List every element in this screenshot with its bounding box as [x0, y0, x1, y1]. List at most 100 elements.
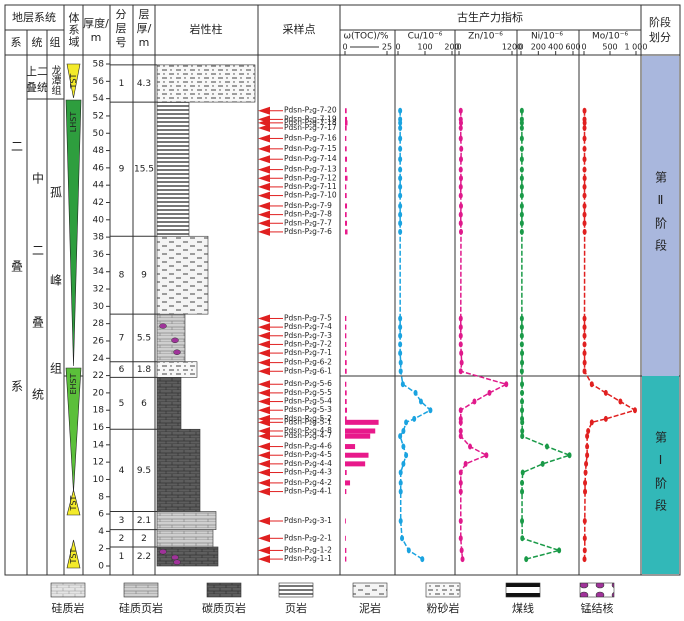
indicator-point [582, 556, 587, 563]
toc-bar [345, 368, 347, 374]
indicator-point [398, 183, 403, 190]
indicator-point [398, 119, 403, 126]
indicator-name: Cu/10⁻⁶ [408, 32, 443, 42]
indicator-point [398, 359, 403, 366]
indicator-point [519, 107, 524, 114]
indicator-point [519, 125, 524, 132]
indicator-point [589, 381, 594, 388]
lithology-bed [156, 64, 256, 103]
sample-marker [258, 380, 270, 389]
indicator-point [398, 166, 403, 173]
toc-bar [345, 193, 347, 199]
sample-label: Pdsn-P₂g-7-17 [284, 123, 337, 132]
sample-marker [258, 442, 270, 451]
legend-swatch [50, 582, 86, 598]
indicator-point [520, 389, 525, 396]
sample-label: Pdsn-P₂g-7-16 [284, 133, 337, 142]
indicator-point [557, 547, 562, 554]
indicator-tick-label: 0 [456, 43, 461, 52]
toc-bar [345, 341, 347, 347]
indicator-point [458, 107, 463, 114]
indicator-point [520, 479, 525, 486]
strata-labels: 二叠系 上二 叠统 中二叠统 龙潭组 孤峰组 [10, 64, 63, 500]
indicator-point [398, 479, 403, 486]
sample-label: Pdsn-P₂g-6-2 [284, 358, 332, 367]
series-upper: 叠统 [26, 81, 48, 94]
sample-label: Pdsn-P₂g-7-13 [284, 165, 337, 174]
indicator-tick-label: 500 [602, 43, 617, 52]
depth-tick-label: 42 [93, 198, 104, 208]
indicator-point [519, 202, 524, 209]
sample-marker [258, 219, 270, 228]
indicator-point [458, 427, 463, 434]
sample-label: Pdsn-P₂g-7-3 [284, 331, 332, 340]
toc-bar [345, 324, 347, 330]
legend-swatch [278, 582, 314, 598]
toc-bar [345, 390, 347, 396]
indicator-point [398, 107, 403, 114]
indicator-point [458, 228, 463, 235]
header-tract: 体系域 [67, 11, 80, 48]
toc-bar [345, 535, 346, 541]
lithology-bed [156, 235, 209, 315]
indicator-tick-label: 0 [342, 43, 347, 52]
sample-label: Pdsn-P₂g-4-1 [284, 487, 332, 496]
indicator-point [586, 427, 591, 434]
indicator-point [458, 156, 463, 163]
indicator-point [618, 398, 623, 405]
toc-bar [345, 175, 348, 181]
sample-label: Pdsn-P₂g-7-9 [284, 201, 332, 210]
sample-marker [258, 165, 270, 174]
sample-label: Pdsn-P₂g-4-6 [284, 442, 332, 451]
indicator-point [582, 119, 587, 126]
sample-label: Pdsn-P₂g-7-19 [284, 114, 337, 123]
system-label: 二叠系 [10, 140, 24, 500]
indicator-point [458, 479, 463, 486]
systems-tract-shapes [65, 63, 82, 569]
indicator-point [567, 452, 572, 459]
toc-bar [345, 125, 347, 131]
legend-swatch [579, 582, 615, 598]
sample-label: Pdsn-P₂g-5-5 [284, 388, 332, 397]
indicator-point [398, 368, 403, 375]
sample-label: Pdsn-P₂g-7-6 [284, 227, 332, 236]
depth-tick-label: 18 [93, 406, 105, 416]
indicator-point [582, 368, 587, 375]
indicator-point [458, 332, 463, 339]
sample-label: Pdsn-P₂g-7-2 [284, 339, 332, 348]
depth-tick-label: 48 [93, 146, 105, 156]
toc-bar [345, 556, 347, 562]
toc-bar [345, 203, 348, 209]
sample-marker [258, 191, 270, 200]
sample-label: Pdsn-P₂g-3-1 [284, 516, 332, 525]
indicator-point [585, 452, 590, 459]
toc-bar [345, 360, 347, 366]
indicator-point [582, 145, 587, 152]
indicator-point [582, 192, 587, 199]
indicator-point [458, 488, 463, 495]
toc-bar [345, 146, 347, 152]
depth-tick-label: 36 [93, 250, 105, 260]
indicator-point [520, 398, 525, 405]
indicator-point [458, 419, 463, 426]
stage-1-band [642, 376, 679, 574]
indicator-name: Zn/10⁻⁶ [468, 32, 503, 42]
layer-no: 7 [119, 333, 125, 343]
sample-label: Pdsn-P₂g-4-2 [284, 478, 332, 487]
indicator-point [582, 175, 587, 182]
layer-thickness: 9.5 [137, 466, 151, 476]
indicator-point [519, 192, 524, 199]
indicator-name: Mo/10⁻⁶ [592, 32, 629, 42]
indicator-curve [399, 110, 432, 560]
depth-tick-label: 50 [93, 129, 105, 139]
sample-label: Pdsn-P₂g-1-1 [284, 554, 332, 563]
indicator-point [400, 535, 405, 542]
indicator-point [582, 228, 587, 235]
indicator-point [468, 443, 473, 450]
indicator-point [400, 381, 405, 388]
indicator-point [519, 183, 524, 190]
sample-label: Pdsn-P₂g-1-2 [284, 545, 332, 554]
indicator-point [520, 517, 525, 524]
sample-marker [258, 388, 270, 397]
indicator-point [398, 145, 403, 152]
